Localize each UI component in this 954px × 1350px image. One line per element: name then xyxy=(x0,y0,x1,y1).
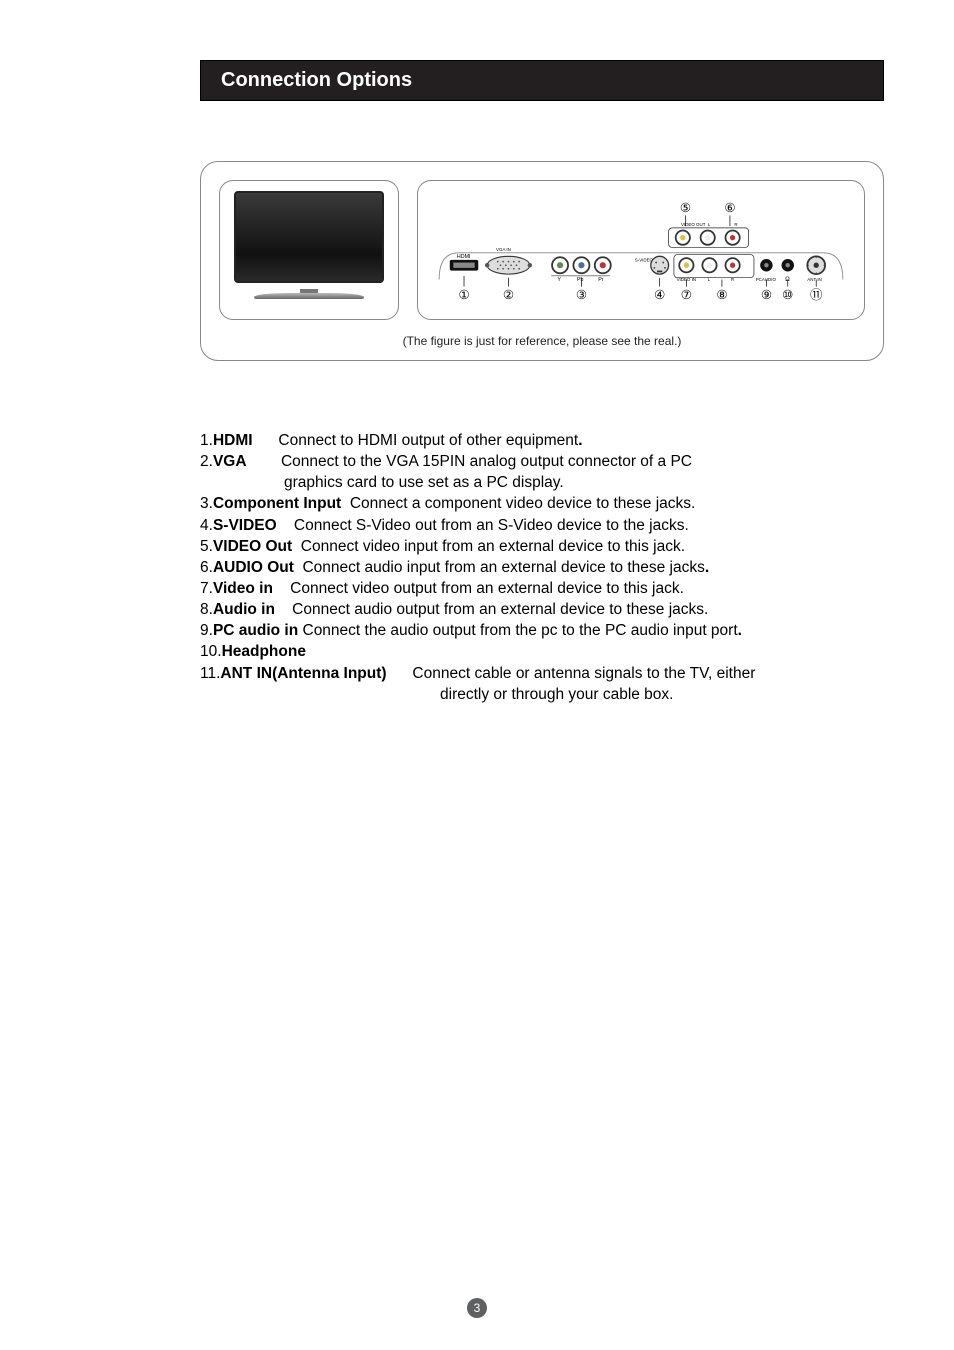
list-item-cont: graphics card to use set as a PC display… xyxy=(200,473,884,493)
tv-stand-icon xyxy=(254,289,364,305)
connection-list: 1.HDMI Connect to HDMI output of other e… xyxy=(200,431,884,705)
figure-frame: ⑤ ⑥ VIDEO OUT L R HDMI xyxy=(200,161,884,361)
vga-label: VGA IN xyxy=(496,247,511,252)
callout-11: ⑪ xyxy=(810,288,822,302)
component-y: Y xyxy=(557,277,561,283)
tv-illustration xyxy=(219,180,399,320)
video-out-l-label: L xyxy=(708,222,711,227)
section-header: Connection Options xyxy=(200,60,884,101)
callout-10: ⑩ xyxy=(782,288,793,302)
list-item: 7.Video in Connect video output from an … xyxy=(200,579,884,599)
ports-panel: ⑤ ⑥ VIDEO OUT L R HDMI xyxy=(417,180,865,320)
component-pr: Pr xyxy=(598,277,604,283)
list-item: 9.PC audio in Connect the audio output f… xyxy=(200,621,884,641)
list-item: 6.AUDIO Out Connect audio input from an … xyxy=(200,558,884,578)
video-in-r: R xyxy=(731,277,734,282)
list-item: 4.S-VIDEO Connect S-Video out from an S-… xyxy=(200,516,884,536)
list-item: 11.ANT IN(Antenna Input) Connect cable o… xyxy=(200,664,884,684)
list-item: 10.Headphone xyxy=(200,642,884,662)
page-number: 3 xyxy=(467,1298,487,1318)
list-item-cont: directly or through your cable box. xyxy=(200,685,884,705)
list-item: 5.VIDEO Out Connect video input from an … xyxy=(200,537,884,557)
figure-note: (The figure is just for reference, pleas… xyxy=(201,334,883,348)
video-out-label: VIDEO OUT xyxy=(681,222,706,227)
list-item: 3.Component Input Connect a component vi… xyxy=(200,494,884,514)
list-item: 1.HDMI Connect to HDMI output of other e… xyxy=(200,431,884,451)
callout-4: ④ xyxy=(654,288,665,302)
callout-3: ③ xyxy=(576,288,587,302)
tv-screen-icon xyxy=(234,191,384,283)
hdmi-label: HDMI xyxy=(457,254,471,260)
component-pb: Pb xyxy=(577,277,584,283)
section-title: Connection Options xyxy=(221,69,412,91)
callout-5: ⑤ xyxy=(680,201,691,215)
callout-6: ⑥ xyxy=(724,201,735,215)
ant-label: ANT IN xyxy=(807,277,821,282)
callout-2: ② xyxy=(503,288,514,302)
callout-1: ① xyxy=(458,288,469,302)
callout-7: ⑦ xyxy=(681,288,692,302)
list-item: 8.Audio in Connect audio output from an … xyxy=(200,600,884,620)
list-item: 2.VGA Connect to the VGA 15PIN analog ou… xyxy=(200,452,884,472)
callout-9: ⑨ xyxy=(761,288,772,302)
video-out-r-label: R xyxy=(734,222,737,227)
callout-8: ⑧ xyxy=(716,288,727,302)
